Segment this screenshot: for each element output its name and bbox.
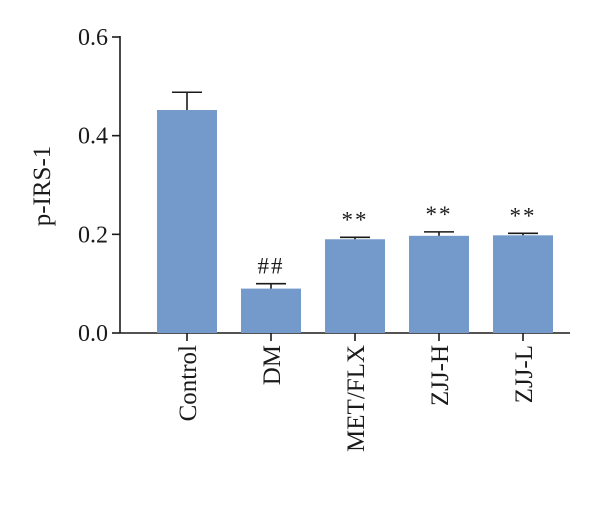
y-tick-label: 0.2 xyxy=(78,222,108,248)
bar-zjj-h xyxy=(409,235,469,333)
x-tick-label: Control xyxy=(175,345,202,421)
y-tick-label: 0.4 xyxy=(78,124,108,150)
x-tick-label: DM xyxy=(259,345,286,385)
significance-label: ** xyxy=(342,207,369,232)
significance-label: ** xyxy=(510,203,537,228)
y-tick-label: 0.6 xyxy=(78,25,108,51)
bar-met-flx xyxy=(325,239,385,333)
y-axis-ticks: 0.0 0.2 0.4 0.6 xyxy=(78,25,120,347)
x-tick-label: ZJJ-L xyxy=(511,345,538,403)
x-tick-label: ZJJ-H xyxy=(427,345,454,406)
significance-label: ## xyxy=(258,254,285,279)
bar-zjj-l xyxy=(493,235,553,333)
y-axis-title: p-IRS-1 xyxy=(29,146,56,227)
x-tick-label: MET/FLX xyxy=(343,345,370,452)
x-axis-labels: Control DM MET/FLX ZJJ-H ZJJ-L xyxy=(175,333,538,452)
y-tick-label: 0.0 xyxy=(78,321,108,347)
significance-label: ** xyxy=(426,202,453,227)
bar-control xyxy=(157,110,217,333)
bar-dm xyxy=(241,288,301,333)
bars: ## ** ** ** xyxy=(157,91,553,333)
